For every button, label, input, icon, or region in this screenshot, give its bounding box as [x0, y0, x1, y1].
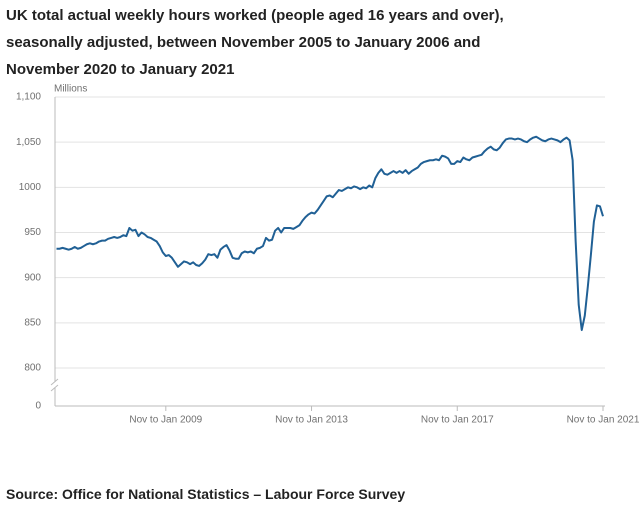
y-tick-label: 900 [24, 272, 41, 283]
axis-break-mark [50, 384, 59, 392]
axis-break-gap [51, 382, 59, 388]
y-tick-label: 950 [24, 227, 41, 238]
x-tick-label: Nov to Jan 2013 [275, 415, 348, 426]
chart: Millions 0 800 850 900 950 1000 1,050 1,100 Nov … [16, 84, 639, 426]
x-tick-label: Nov to Jan 2017 [421, 415, 494, 426]
y-tick-label: 1,050 [16, 137, 41, 148]
y-tick-label: 1000 [19, 182, 42, 193]
x-tick-label: Nov to Jan 2009 [129, 415, 202, 426]
data-line [56, 135, 604, 332]
y-tick-label: 1,100 [16, 92, 41, 103]
x-tick-label: Nov to Jan 2021 [567, 415, 639, 426]
y-tick-label: 850 [24, 317, 41, 328]
y-axis-label: Millions [54, 84, 87, 95]
y-tick-label: 0 [35, 401, 41, 412]
chart-title: UK total actual weekly hours worked (peo… [6, 7, 504, 78]
y-tick-label: 800 [24, 363, 41, 374]
axis-break-mark [50, 378, 59, 386]
source: Source: Office for National Statistics –… [6, 486, 406, 502]
